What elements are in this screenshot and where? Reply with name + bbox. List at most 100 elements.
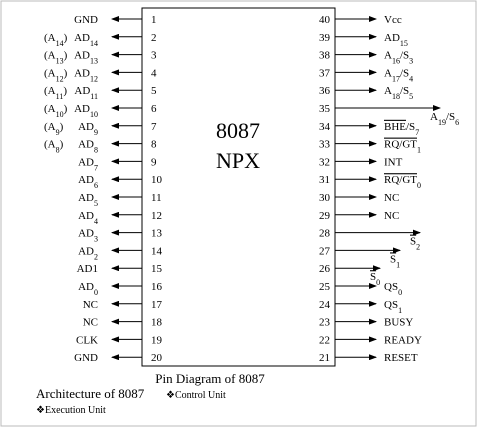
- pin-label: AD13: [74, 50, 98, 66]
- pin-number: 15: [151, 263, 163, 275]
- label-part: AD: [74, 103, 90, 115]
- note-item: ❖Execution Unit: [36, 405, 106, 416]
- label-part: A: [384, 67, 392, 79]
- label-part: (A: [44, 103, 56, 115]
- label-part: (A: [44, 121, 56, 133]
- pin-label: Vcc: [384, 14, 402, 26]
- label-part: A: [384, 50, 392, 62]
- caption: Pin Diagram of 8087: [155, 371, 265, 386]
- label-part: GND: [74, 352, 98, 364]
- pin-label: QS1: [384, 299, 402, 315]
- pin-number: 23: [319, 317, 331, 329]
- notes-heading: Architecture of 8087: [36, 386, 145, 401]
- label-part: ): [64, 67, 68, 79]
- label-part: 4: [94, 216, 98, 225]
- pin-label: RQ/GT0: [384, 174, 421, 190]
- label-part: ): [60, 121, 64, 133]
- label-part: RQ/GT: [384, 139, 417, 151]
- label-part: 16: [392, 56, 400, 65]
- pin-number: 19: [151, 334, 163, 346]
- pin-label: AD7: [78, 156, 98, 172]
- pin-number: 10: [151, 174, 163, 186]
- label-part: RESET: [384, 352, 418, 364]
- label-part: ): [64, 32, 68, 44]
- pin-label: RQ/GT1: [384, 139, 421, 155]
- pin-number: 5: [151, 85, 157, 97]
- label-part: AD: [78, 121, 94, 133]
- pin-label: AD11: [74, 85, 98, 101]
- label-part: 0: [417, 181, 421, 190]
- pin-label: S2: [410, 236, 420, 252]
- label-part: 8: [56, 145, 60, 154]
- pin-label: BUSY: [384, 317, 413, 329]
- label-part: 0: [398, 288, 402, 297]
- pin-number: 34: [319, 121, 331, 133]
- label-part: /S: [400, 85, 409, 97]
- label-part: 3: [94, 234, 98, 243]
- label-part: 3: [409, 56, 413, 65]
- label-part: 5: [94, 199, 98, 208]
- pin-label: A17/S4: [384, 67, 413, 83]
- label-part: 12: [90, 74, 98, 83]
- label-part: 15: [400, 38, 408, 47]
- pin-label: AD9: [78, 121, 98, 137]
- pin-number: 27: [319, 245, 331, 257]
- pin-number: 28: [319, 228, 331, 240]
- pin-label: AD8: [78, 139, 98, 155]
- label-part: 2: [416, 242, 420, 251]
- label-part: /S: [400, 50, 409, 62]
- pin-label: CLK: [76, 334, 98, 346]
- pin-number: 20: [151, 352, 163, 364]
- pin-label: AD0: [78, 281, 98, 297]
- label-part: 13: [56, 56, 64, 65]
- label-part: ): [60, 139, 64, 151]
- pin-alt-label: (A13): [44, 50, 68, 66]
- label-part: AD: [384, 32, 400, 44]
- pin-number: 9: [151, 156, 157, 168]
- label-part: READY: [384, 334, 422, 346]
- pin-label: GND: [74, 14, 98, 26]
- pin-label: INT: [384, 156, 403, 168]
- pin-number: 32: [319, 156, 330, 168]
- pin-number: 33: [319, 139, 331, 151]
- label-part: 0: [94, 288, 98, 297]
- label-part: 6: [94, 181, 98, 190]
- label-part: (A: [44, 32, 56, 44]
- label-part: 18: [392, 92, 400, 101]
- pin-label: AD15: [384, 32, 408, 48]
- pin-label: BHE/S7: [384, 121, 419, 137]
- pin-label: A18/S5: [384, 85, 413, 101]
- label-part: 9: [56, 127, 60, 136]
- pin-label: QS0: [384, 281, 402, 297]
- label-part: (A: [44, 50, 56, 62]
- pin-number: 8: [151, 139, 157, 151]
- pin-label: A19/S6: [430, 111, 459, 127]
- label-part: ): [64, 50, 68, 62]
- pin-number: 37: [319, 67, 331, 79]
- pin-label: AD6: [78, 174, 98, 190]
- pin-number: 38: [319, 50, 331, 62]
- label-part: AD: [74, 85, 90, 97]
- label-part: AD: [78, 281, 94, 293]
- chip-body: [141, 7, 336, 367]
- label-part: GND: [74, 14, 98, 26]
- pin-label: AD3: [78, 228, 98, 244]
- pin-label: NC: [83, 299, 98, 311]
- label-part: AD: [78, 210, 94, 222]
- label-part: (A: [44, 139, 56, 151]
- note-item: ❖Control Unit: [166, 390, 226, 401]
- label-part: NC: [384, 192, 399, 204]
- label-part: BHE: [384, 121, 406, 133]
- pin-number: 17: [151, 299, 163, 311]
- label-part: 14: [56, 38, 64, 47]
- pin-label: READY: [384, 334, 422, 346]
- pin-label: AD10: [74, 103, 98, 119]
- pin-label: AD12: [74, 67, 98, 83]
- label-part: 9: [94, 127, 98, 136]
- pin-number: 25: [319, 281, 331, 293]
- pin-number: 21: [319, 352, 330, 364]
- pin-number: 6: [151, 103, 157, 115]
- pin-number: 7: [151, 121, 157, 133]
- pin-label: NC: [384, 210, 399, 222]
